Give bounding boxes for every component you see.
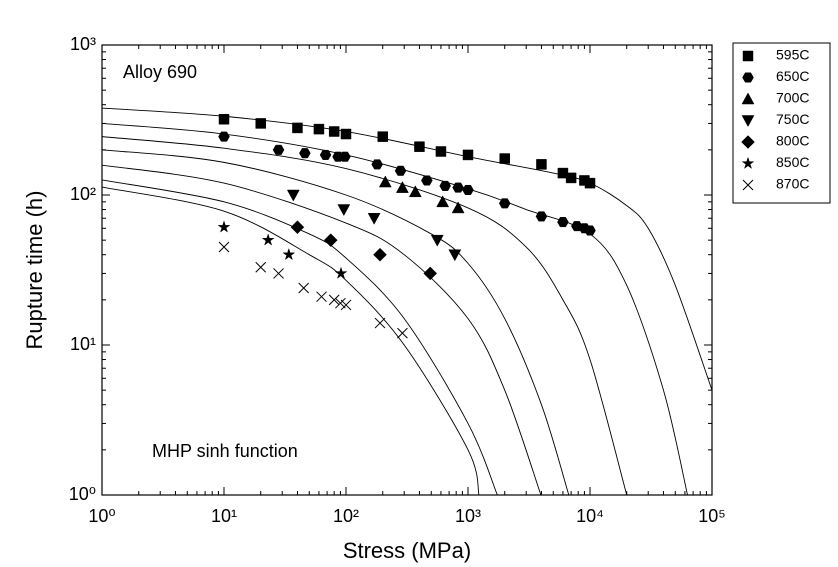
y-tick-label: 10¹ xyxy=(70,334,96,354)
data-point xyxy=(273,268,284,279)
data-point xyxy=(255,118,266,129)
legend-marker xyxy=(742,50,754,62)
legend-label: 750C xyxy=(776,111,809,127)
data-point xyxy=(328,126,340,137)
data-point xyxy=(328,294,340,306)
data-point xyxy=(536,159,547,170)
x-axis-label: Stress (MPa) xyxy=(343,538,471,563)
x-tick-label: 10⁴ xyxy=(576,506,604,526)
fit-curve xyxy=(102,164,542,495)
y-axis-label: Rupture time (h) xyxy=(22,191,47,350)
data-point xyxy=(323,233,338,248)
data-point xyxy=(498,198,511,209)
data-point xyxy=(397,327,408,339)
fit-curve xyxy=(102,122,688,495)
data-point xyxy=(282,247,296,261)
data-point xyxy=(565,172,577,184)
data-point xyxy=(423,266,438,281)
data-point xyxy=(394,165,407,176)
data-point xyxy=(299,148,311,159)
legend-label: 700C xyxy=(776,90,809,106)
data-point xyxy=(290,220,305,235)
legend-label: 850C xyxy=(776,154,809,170)
x-tick-label: 10³ xyxy=(455,506,481,526)
fit-curves xyxy=(102,107,712,495)
data-point xyxy=(452,182,464,193)
data-point xyxy=(218,113,230,125)
data-point xyxy=(261,233,275,246)
data-point xyxy=(313,123,325,135)
x-tick-label: 10⁵ xyxy=(698,506,725,526)
annotation: Alloy 690 xyxy=(123,62,197,82)
data-point xyxy=(319,149,332,160)
legend-label: 650C xyxy=(776,68,809,84)
legend-label: 870C xyxy=(776,176,809,192)
data-point xyxy=(339,151,351,162)
fit-curve xyxy=(102,179,498,495)
data-point xyxy=(584,225,596,236)
data-point xyxy=(462,149,474,161)
data-point xyxy=(217,220,231,233)
legend-marker xyxy=(741,92,755,105)
x-tick-label: 10¹ xyxy=(211,506,237,526)
data-point xyxy=(584,177,596,189)
data-point xyxy=(255,261,267,273)
data-point xyxy=(395,181,409,193)
data-point xyxy=(436,195,450,208)
fit-curve xyxy=(102,186,480,495)
data-point xyxy=(451,201,465,214)
data-point xyxy=(371,159,383,170)
legend-marker xyxy=(741,156,755,170)
data-point xyxy=(430,234,444,247)
data-point xyxy=(499,153,510,164)
y-tick-label: 10³ xyxy=(70,34,96,54)
x-tick-label: 10² xyxy=(333,506,359,526)
data-point xyxy=(435,146,447,157)
data-point xyxy=(374,317,386,329)
data-point xyxy=(439,180,451,191)
data-point xyxy=(298,282,310,294)
data-point xyxy=(334,266,348,279)
data-point xyxy=(367,212,381,225)
data-point xyxy=(448,249,462,262)
data-point xyxy=(378,175,392,188)
data-point xyxy=(462,184,474,195)
data-point xyxy=(218,241,230,253)
data-point xyxy=(408,185,422,198)
data-point xyxy=(557,217,569,228)
fit-curve xyxy=(102,136,628,495)
legend-label: 800C xyxy=(776,133,809,149)
data-point xyxy=(272,144,285,155)
data-point xyxy=(421,175,433,186)
data-point xyxy=(414,141,425,152)
data-point xyxy=(340,299,352,311)
data-point xyxy=(535,211,548,222)
data-point xyxy=(316,291,327,303)
legend-marker xyxy=(741,135,755,149)
data-point xyxy=(337,204,351,217)
data-point xyxy=(286,189,300,202)
data-point xyxy=(292,122,303,134)
x-tick-label: 10⁰ xyxy=(88,506,115,526)
legend-marker xyxy=(741,115,755,128)
data-point xyxy=(377,131,388,142)
annotation: MHP sinh function xyxy=(152,441,298,461)
legend-marker xyxy=(742,72,754,83)
plot-frame xyxy=(101,44,713,496)
data-point xyxy=(340,128,352,140)
legend-label: 595C xyxy=(776,47,809,63)
legend-marker xyxy=(742,179,754,191)
y-tick-label: 10² xyxy=(70,184,96,204)
y-tick-label: 10⁰ xyxy=(69,484,96,504)
data-point xyxy=(218,131,230,142)
fit-curve xyxy=(102,107,712,391)
data-point xyxy=(373,247,387,262)
